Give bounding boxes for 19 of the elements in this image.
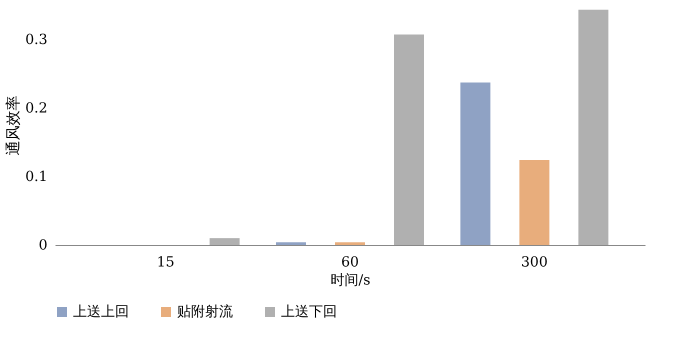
bar (394, 34, 424, 245)
legend-label: 上送下回 (281, 304, 337, 320)
y-tick-label: 0.3 (25, 32, 48, 48)
y-axis-title: 通风效率 (4, 96, 22, 156)
bar (460, 82, 490, 245)
bar (335, 242, 365, 245)
y-tick-label: 0 (38, 238, 48, 254)
bar (276, 242, 306, 245)
x-tick-label: 60 (341, 254, 359, 270)
legend-label: 上送上回 (73, 304, 129, 320)
bar (210, 238, 240, 245)
y-tick-label: 0.2 (25, 100, 48, 116)
legend-label: 贴附射流 (177, 304, 233, 320)
x-tick-label: 15 (156, 254, 175, 270)
y-tick-label: 0.1 (25, 168, 48, 185)
x-axis-title: 时间/s (330, 272, 370, 288)
x-tick-label: 300 (521, 254, 548, 270)
bar (519, 160, 550, 245)
bar (578, 10, 608, 245)
